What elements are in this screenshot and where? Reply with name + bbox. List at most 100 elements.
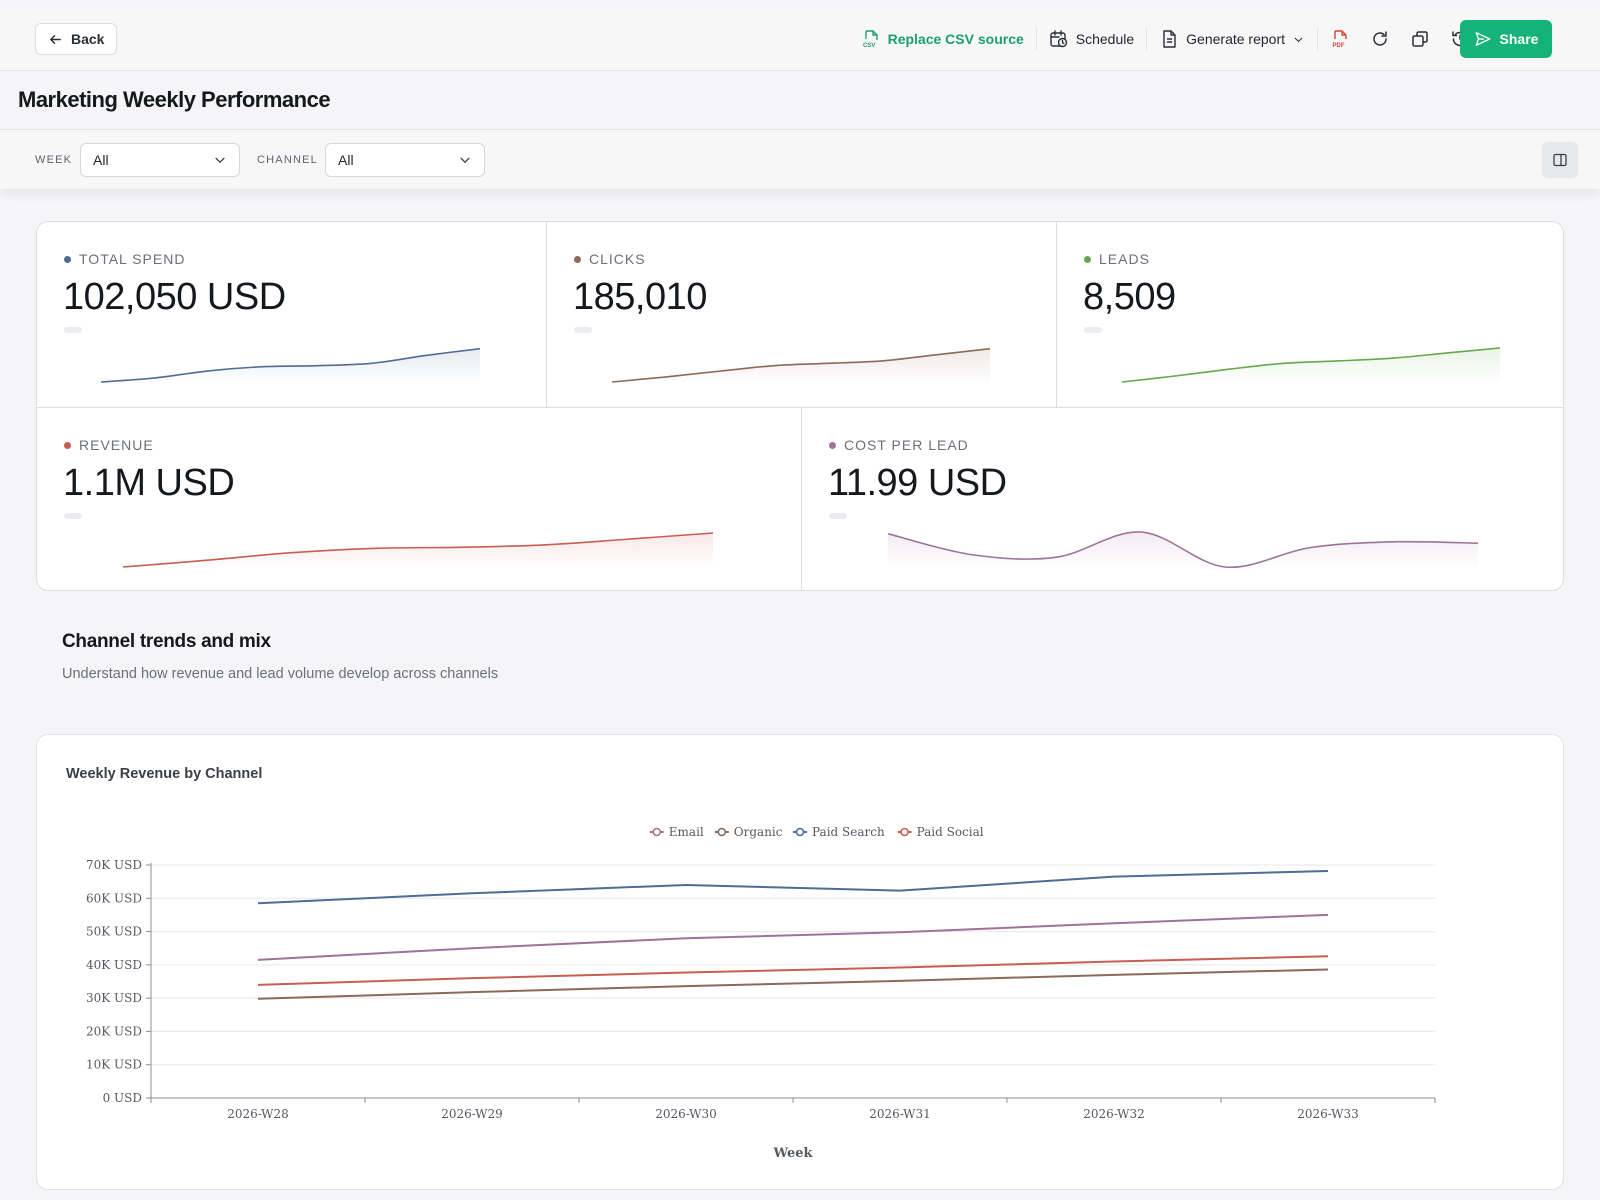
kpi-label: COST PER LEAD [829, 437, 969, 453]
y-tick-label: 60K USD [86, 891, 142, 905]
panel-toggle-button[interactable] [1542, 142, 1578, 178]
kpi-sparkline [122, 532, 714, 569]
chevron-down-icon [460, 157, 470, 164]
pdf-file-icon: PDF [1333, 30, 1347, 49]
legend-label: Email [669, 825, 704, 839]
kpi-sparkline [100, 347, 481, 384]
week-filter-label: WEEK [35, 154, 73, 166]
sparkline-area [123, 533, 713, 569]
kpi-dot [574, 255, 581, 263]
sparkline-line [122, 532, 714, 568]
kpi-delta-placeholder [64, 513, 82, 519]
kpi-label-text: COST PER LEAD [844, 437, 969, 453]
legend-item[interactable]: Paid Search [793, 825, 885, 839]
kpi-label: LEADS [1084, 251, 1150, 267]
legend-item[interactable]: Organic [714, 825, 783, 839]
kpi-card-revenue: REVENUE 1.1M USD [37, 408, 802, 590]
duplicate-button[interactable] [1400, 19, 1440, 59]
export-pdf-button[interactable]: PDF [1320, 19, 1360, 59]
y-tick-label: 0 USD [103, 1091, 142, 1105]
kpi-value: 11.99 USD [828, 462, 1007, 504]
divider [1317, 28, 1318, 50]
kpi-value: 8,509 [1083, 276, 1176, 318]
generate-report-button[interactable]: Generate report [1149, 19, 1315, 59]
line-chart: 0 USD 10K USD 20K USD 30K USD 40K USD 50K USD… [86, 825, 1436, 1161]
sparkline-line [100, 347, 481, 383]
series-line-paid-search [257, 869, 1329, 905]
sparkline-area [1122, 348, 1500, 384]
channel-filter-label: CHANNEL [257, 154, 318, 166]
revenue-chart-card: Weekly Revenue by Channel 0 USD 10K USD 20… [36, 734, 1564, 1190]
csv-file-icon: CSV [863, 30, 878, 49]
share-button[interactable]: Share [1460, 20, 1552, 58]
svg-text:PDF: PDF [1333, 43, 1345, 49]
section-subtitle: Understand how revenue and lead volume d… [62, 666, 499, 682]
chevron-down-icon [215, 157, 225, 164]
kpi-value: 1.1M USD [63, 462, 235, 504]
kpi-label-text: TOTAL SPEND [79, 251, 186, 267]
y-tick-label: 50K USD [86, 925, 142, 939]
legend-item[interactable]: Paid Social [897, 825, 984, 839]
kpi-delta-placeholder [574, 327, 592, 333]
kpi-dot [64, 441, 71, 449]
kpi-sparkline [611, 347, 991, 384]
schedule-button[interactable]: Schedule [1039, 19, 1144, 59]
section-title: Channel trends and mix [62, 631, 271, 652]
sparkline-line [1121, 347, 1501, 383]
week-filter-value: All [93, 152, 109, 168]
series-line-paid-social [257, 955, 1329, 986]
series-line-organic [257, 968, 1329, 1000]
kpi-sparkline [1121, 347, 1501, 384]
x-tick-label: 2026-W32 [1083, 1107, 1145, 1121]
legend-item[interactable]: Email [649, 825, 704, 839]
sparkline-line [611, 347, 991, 383]
x-tick-label: 2026-W31 [869, 1107, 931, 1121]
channel-filter-select[interactable]: All [325, 143, 485, 177]
kpi-label-text: REVENUE [79, 437, 154, 453]
kpi-dot [64, 255, 71, 263]
kpi-value: 185,010 [573, 276, 707, 318]
refresh-button[interactable] [1360, 19, 1400, 59]
legend-label: Paid Social [917, 825, 984, 839]
kpi-label: TOTAL SPEND [64, 251, 185, 267]
replace-csv-label: Replace CSV source [887, 31, 1024, 47]
kpi-label-text: CLICKS [589, 251, 646, 267]
y-tick-label: 30K USD [86, 991, 142, 1005]
series-line-email [257, 913, 1329, 961]
generate-report-label: Generate report [1186, 31, 1285, 47]
kpi-grid: TOTAL SPEND 102,050 USD CLICKS 185,010 L… [36, 221, 1564, 591]
week-filter-select[interactable]: All [80, 143, 240, 177]
y-tick-label: 70K USD [86, 858, 142, 872]
kpi-label: REVENUE [64, 437, 154, 453]
svg-text:CSV: CSV [863, 43, 875, 49]
kpi-value: 102,050 USD [63, 276, 286, 318]
toolbar-actions: CSV Replace CSV source Schedule Generate… [851, 19, 1520, 59]
legend-label: Paid Search [812, 825, 885, 839]
kpi-label-text: LEADS [1099, 251, 1150, 267]
kpi-label: CLICKS [574, 251, 646, 267]
calendar-clock-icon [1050, 30, 1067, 48]
y-tick-label: 40K USD [86, 958, 142, 972]
schedule-label: Schedule [1075, 31, 1135, 47]
x-tick-label: 2026-W28 [227, 1107, 289, 1121]
chevron-down-icon [1294, 37, 1303, 42]
y-tick-label: 10K USD [86, 1058, 142, 1072]
sidebar-panel-icon [1553, 153, 1567, 167]
sparkline-area [612, 348, 990, 384]
filter-bar: WEEK All CHANNEL All [0, 129, 1600, 189]
divider [1035, 28, 1037, 50]
page-title: Marketing Weekly Performance [18, 87, 331, 112]
kpi-card-total-spend: TOTAL SPEND 102,050 USD [37, 222, 547, 408]
x-tick-label: 2026-W29 [441, 1107, 503, 1121]
kpi-dot [1084, 255, 1091, 263]
kpi-card-cost-per-lead: COST PER LEAD 11.99 USD [802, 408, 1563, 590]
sparkline-area [888, 531, 1478, 569]
send-icon [1475, 32, 1490, 46]
kpi-delta-placeholder [1084, 327, 1102, 333]
document-icon [1163, 30, 1176, 48]
copy-icon [1412, 31, 1428, 47]
legend-label: Organic [734, 825, 783, 839]
replace-csv-button[interactable]: CSV Replace CSV source [851, 19, 1034, 59]
kpi-card-leads: LEADS 8,509 [1057, 222, 1563, 408]
back-button[interactable]: Back [35, 23, 118, 55]
